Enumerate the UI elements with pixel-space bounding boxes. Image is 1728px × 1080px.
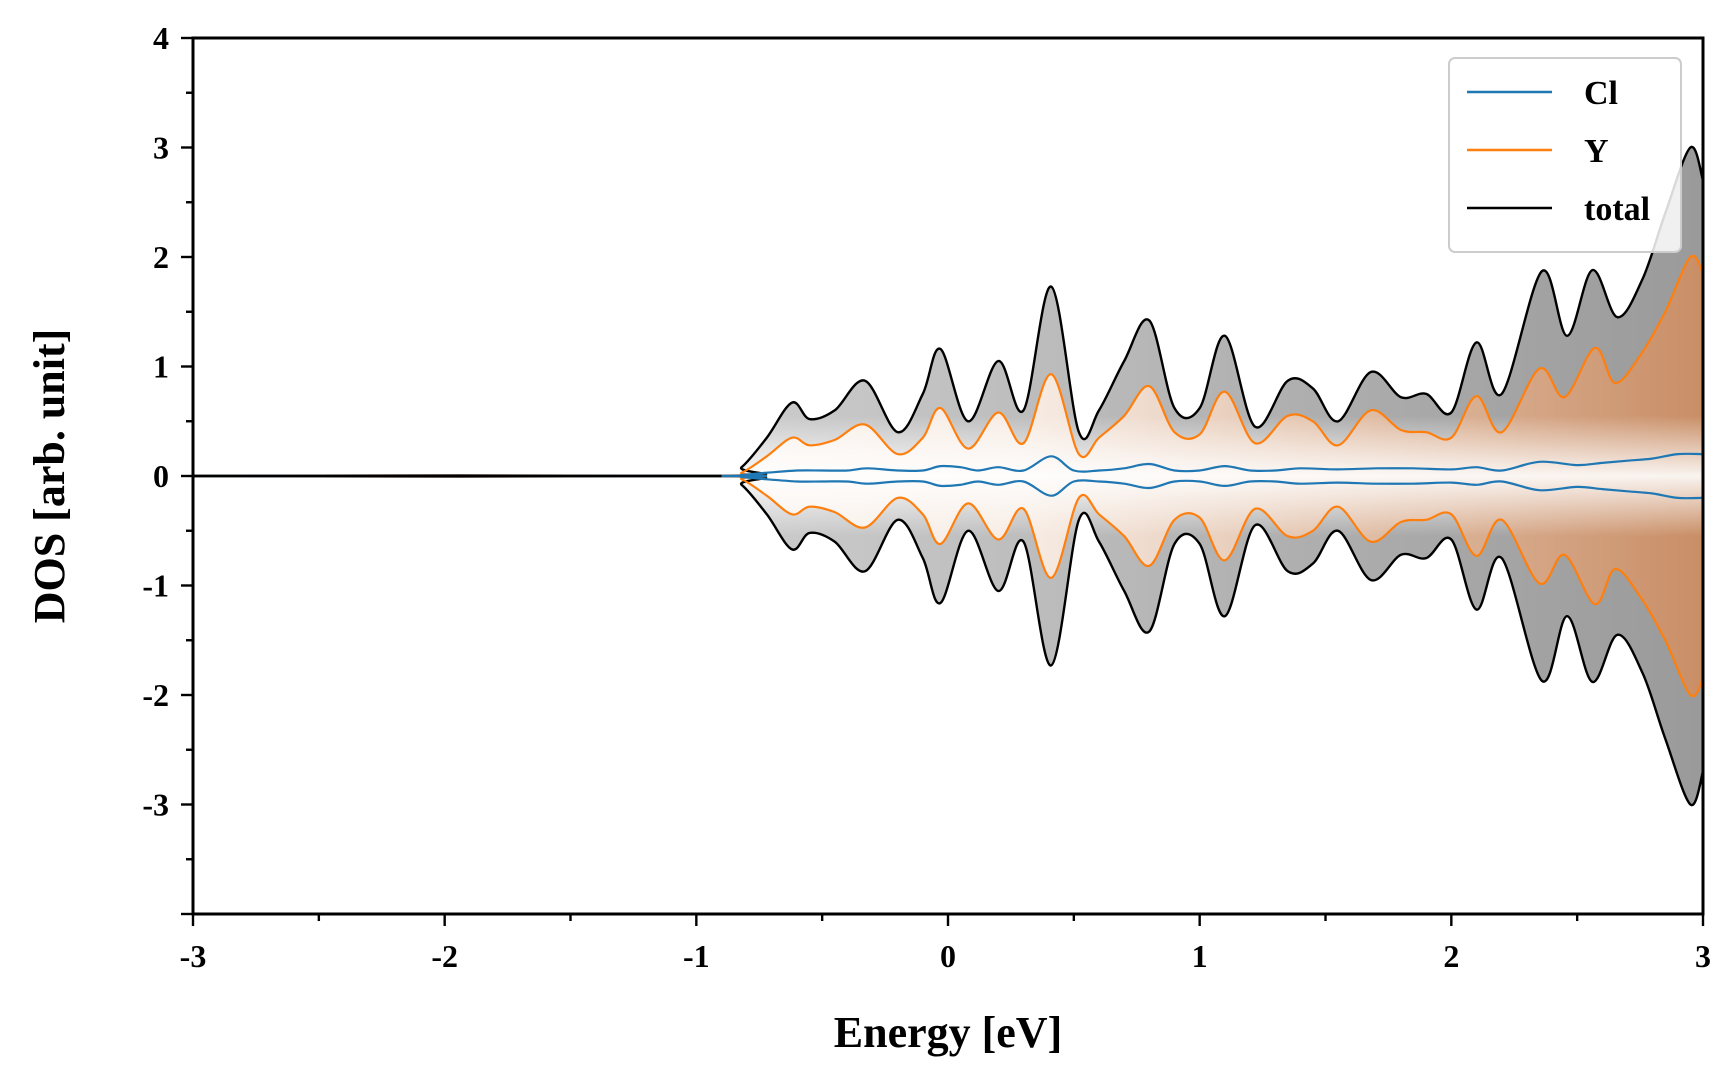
y-tick-label: -3	[142, 787, 169, 823]
series-total-up	[193, 145, 1703, 478]
series-cl-down	[193, 474, 1703, 500]
y-tick-label: 3	[153, 130, 169, 166]
x-tick-label: -3	[180, 938, 207, 974]
y-tick-labels: -3 -2 -1 0 1 2 3 4	[142, 20, 169, 823]
series-y-up	[193, 254, 1703, 478]
x-tick-label: 1	[1192, 938, 1208, 974]
series-total-down	[193, 474, 1703, 807]
dos-line-group	[193, 145, 1703, 807]
y-tick-label: 0	[153, 458, 169, 494]
y-tick-label: -1	[142, 568, 169, 604]
x-tick-label: 3	[1695, 938, 1711, 974]
legend-label-y: Y	[1584, 133, 1609, 170]
series-cl-up	[193, 452, 1703, 478]
x-tick-label: -2	[431, 938, 458, 974]
x-tick-labels: -3 -2 -1 0 1 2 3	[180, 938, 1711, 974]
x-tick-label: 2	[1443, 938, 1459, 974]
x-tick-label: 0	[940, 938, 956, 974]
y-tick-label: -2	[142, 677, 169, 713]
y-tick-label: 4	[153, 20, 169, 56]
y-axis-title: DOS [arb. unit]	[25, 329, 74, 624]
legend-label-cl: Cl	[1584, 75, 1618, 112]
series-y-down	[193, 474, 1703, 698]
y-tick-label: 2	[153, 239, 169, 275]
legend-label-total: total	[1584, 191, 1650, 228]
tick-group	[181, 36, 1705, 926]
legend-frame	[1448, 57, 1682, 253]
x-axis-title: Energy [eV]	[834, 1008, 1063, 1057]
y-tick-label: 1	[153, 349, 169, 385]
x-tick-label: -1	[683, 938, 710, 974]
